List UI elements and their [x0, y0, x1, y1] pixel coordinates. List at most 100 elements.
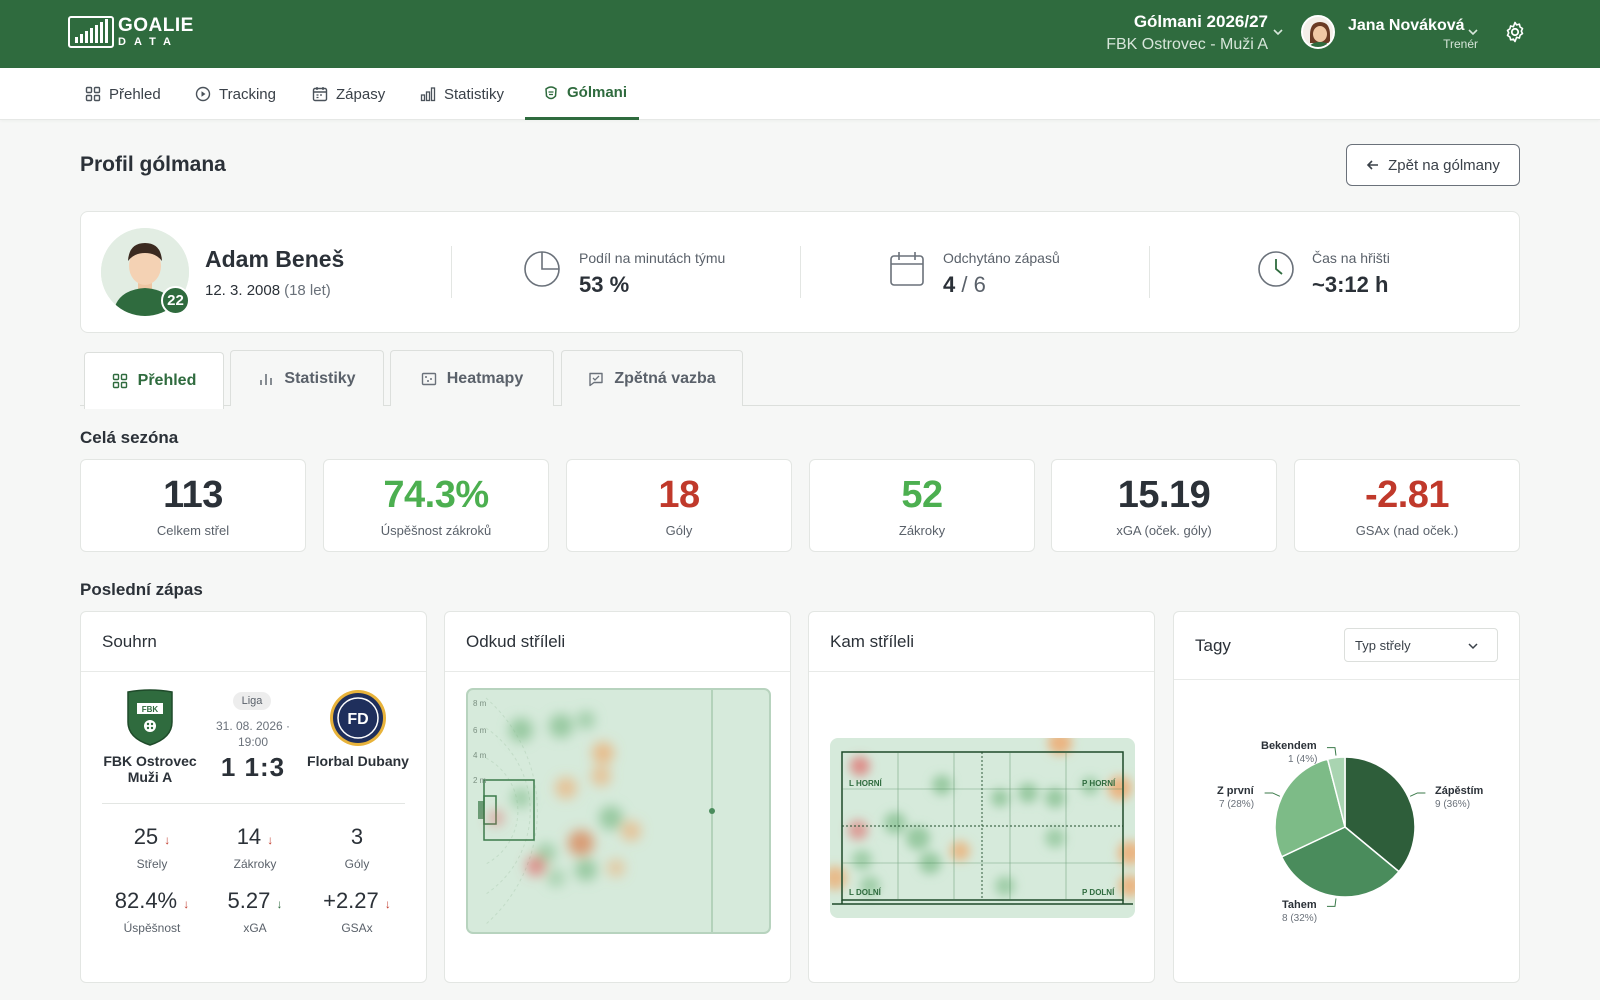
chevron-down-icon[interactable]: [1272, 26, 1284, 38]
pie-sublabel: 7 (28%): [1219, 799, 1255, 810]
distance-label: 6 m: [473, 726, 487, 735]
summary-stat-label: GSAx: [341, 921, 373, 935]
pie-leader-line: [1409, 792, 1426, 797]
nav-item-statistiky[interactable]: Statistiky: [420, 68, 504, 120]
home-team-name: FBK Ostrovec Muži A: [103, 753, 197, 785]
dob-value: 12. 3. 2008: [205, 282, 281, 299]
kpi-label: Góly: [665, 523, 693, 538]
goalie-mask-icon: [545, 85, 557, 99]
pie-slice-zápěstím[interactable]: [1344, 756, 1416, 873]
tab-heatmapy[interactable]: Heatmapy: [390, 350, 554, 406]
pie-slice-z-první[interactable]: [1274, 758, 1346, 858]
stat-value: 3: [350, 824, 364, 849]
grid-icon: [112, 373, 127, 389]
summary-title: Souhrn: [81, 612, 426, 672]
goal-zone-label: P DOLNÍ: [1082, 888, 1115, 897]
goal-zone-label: P HORNÍ: [1082, 779, 1116, 788]
shot-origin-heatmap: 8 m 6 m 4 m 2 m: [466, 688, 771, 934]
games-played-count: 4: [943, 272, 956, 297]
tab-prehled[interactable]: Přehled: [84, 352, 224, 409]
trend-down-icon: ↓: [164, 833, 171, 847]
kpi-label: Celkem střel: [156, 523, 230, 538]
stat-value: 25: [133, 824, 159, 849]
tab-label: Přehled: [137, 372, 197, 389]
home-logo-text: FBK: [142, 705, 159, 714]
back-to-goalies-button[interactable]: Zpět na gólmany: [1346, 144, 1520, 186]
tab-label: Zpětná vazba: [614, 369, 716, 387]
away-team-logo: FD: [330, 690, 386, 746]
select-value: Typ střely: [1355, 637, 1411, 653]
summary-stat-value: 25 ↓: [102, 824, 202, 850]
stat-value: 14: [236, 824, 262, 849]
tab-label: Heatmapy: [446, 369, 524, 387]
goalie-dob: 12. 3. 2008 (18 let): [205, 282, 331, 299]
pie-leader-line: [1326, 747, 1337, 756]
divider: [102, 803, 405, 804]
tab-statistiky[interactable]: Statistiky: [230, 350, 384, 406]
kpi-value: 52: [901, 474, 943, 516]
kpi-value: 15.19: [1117, 474, 1211, 516]
summary-stat-value: 82.4% ↓: [102, 888, 202, 914]
minutes-share-label: Podíl na minutách týmu: [579, 250, 726, 266]
stat-value: 5.27: [227, 888, 271, 913]
clock-icon: [1258, 251, 1294, 287]
app-logo[interactable]: GOALIE DATA: [68, 16, 194, 48]
pie-label: Bekendem: [1261, 740, 1317, 752]
kpi-label: Zákroky: [898, 523, 946, 538]
page-title: Profil gólmana: [80, 153, 226, 176]
gear-icon[interactable]: [1503, 20, 1527, 44]
pie-slice-bekendem[interactable]: [1326, 756, 1346, 828]
pie-sublabel: 8 (32%): [1282, 913, 1318, 924]
kpi-card: 113 Celkem střel: [80, 459, 306, 552]
arrow-left-icon: [1366, 160, 1379, 170]
logo-subtext: DATA: [118, 36, 179, 48]
summary-stat-value: +2.27 ↓: [307, 888, 407, 914]
divider: [1149, 246, 1150, 298]
away-logo-text: FD: [347, 711, 368, 728]
chevron-down-icon: [1468, 643, 1478, 650]
nav-label: Přehled: [109, 85, 161, 103]
divider: [451, 246, 452, 298]
nav-item-zapasy[interactable]: Zápasy: [312, 68, 385, 120]
nav-item-prehled[interactable]: Přehled: [85, 68, 161, 120]
feedback-icon: [589, 372, 604, 386]
goalie-name: Adam Beneš: [205, 246, 345, 272]
play-icon: [195, 86, 211, 102]
user-avatar-icon: [1303, 17, 1333, 47]
user-name[interactable]: Jana Nováková: [1348, 17, 1465, 34]
pie-slice-tahem[interactable]: [1280, 826, 1400, 898]
kpi-card: -2.81 GSAx (nad oček.): [1294, 459, 1520, 552]
summary-stat-label: Střely: [136, 857, 168, 871]
chevron-down-icon[interactable]: [1467, 26, 1479, 38]
logo-bars-icon: [68, 16, 114, 48]
tags-title: Tagy: [1174, 612, 1519, 680]
kpi-card: 74.3% Úspěšnost zákroků: [323, 459, 549, 552]
summary-stat-label: Góly: [344, 857, 370, 871]
kpi-value: 113: [163, 474, 223, 516]
kpi-card: 18 Góly: [566, 459, 792, 552]
distance-label: 4 m: [473, 751, 487, 760]
goal-zone-label: L HORNÍ: [849, 779, 882, 788]
tab-zpetna-vazba[interactable]: Zpětná vazba: [561, 350, 743, 406]
user-role: Trenér: [1443, 37, 1478, 51]
nav-label: Tracking: [219, 85, 276, 103]
kpi-label: Úspěšnost zákroků: [380, 523, 492, 538]
kpi-card: 15.19 xGA (oček. góly): [1051, 459, 1277, 552]
shot-type-select[interactable]: Typ střely: [1344, 628, 1498, 662]
summary-stat-label: xGA: [243, 921, 267, 935]
distance-label: 8 m: [473, 699, 487, 708]
season-team: FBK Ostrovec - Muži A: [1106, 36, 1268, 53]
avatar[interactable]: [1301, 15, 1335, 49]
bar-chart-icon: [260, 373, 273, 385]
pie-sublabel: 1 (4%): [1288, 754, 1318, 765]
nav-item-golmani[interactable]: Gólmani: [525, 68, 639, 120]
shot-origin-panel: Odkud stříleli: [444, 611, 791, 983]
trend-down-icon: ↓: [276, 897, 283, 911]
nav-item-tracking[interactable]: Tracking: [195, 68, 276, 120]
season-selector[interactable]: Gólmani 2026/27 FBK Ostrovec - Muži A: [1106, 12, 1268, 54]
player-avatar-icon: [101, 228, 189, 316]
trend-down-icon: ↓: [183, 897, 190, 911]
games-played-label: Odchytáno zápasů: [943, 250, 1060, 266]
time-on-ice-value: ~3:12 h: [1312, 272, 1389, 297]
calendar-icon: [312, 87, 328, 102]
